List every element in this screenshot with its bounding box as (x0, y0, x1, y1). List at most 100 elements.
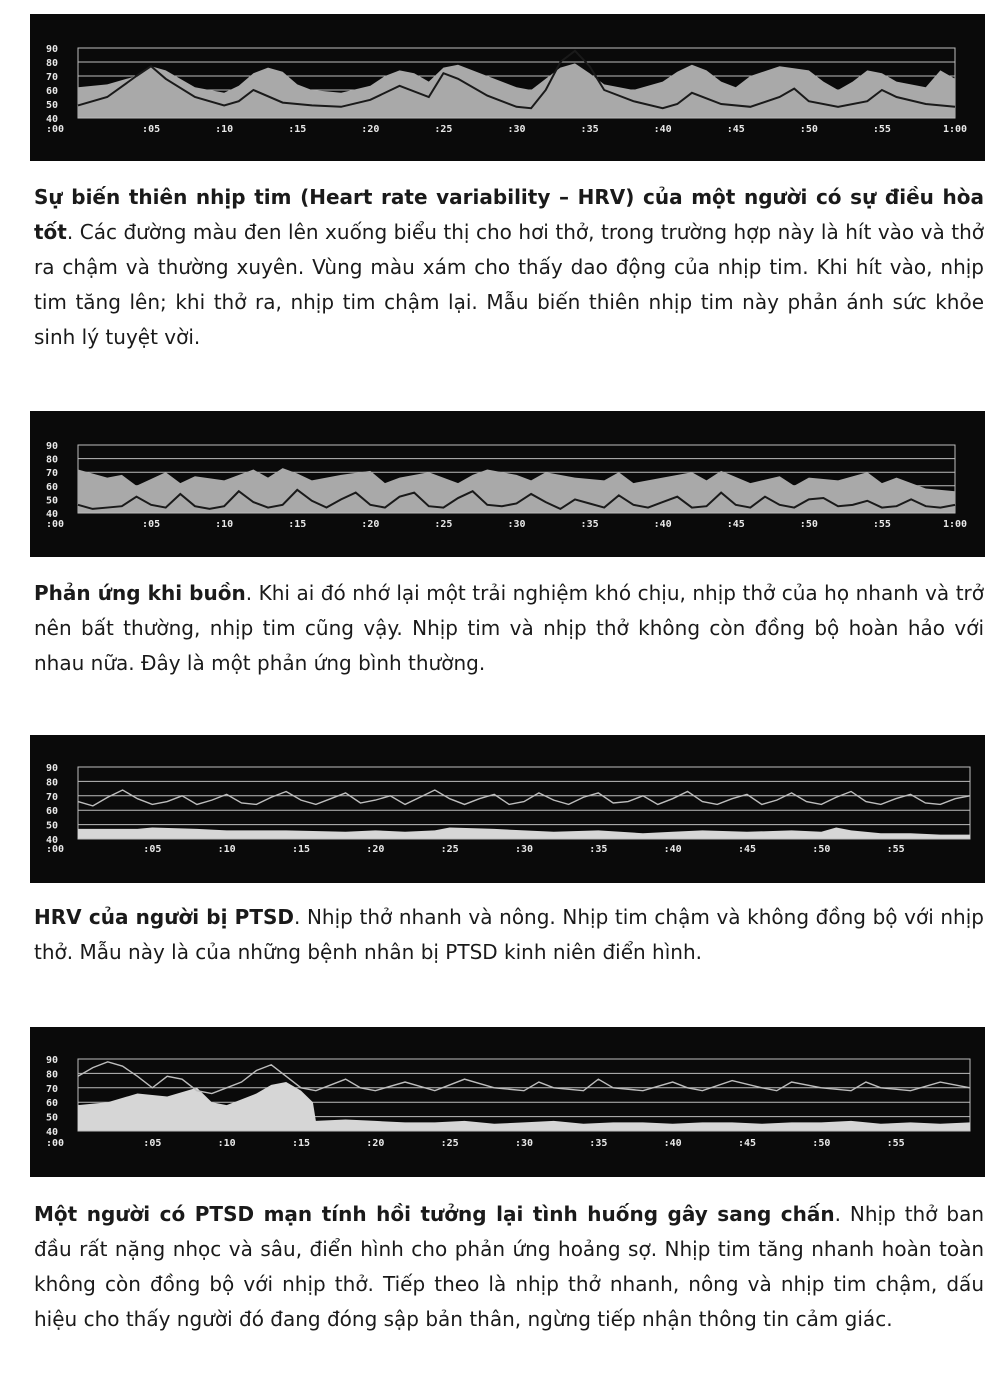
x-tick-label: :10 (215, 519, 233, 530)
x-tick-label: :35 (581, 519, 599, 530)
caption-body: . Nhịp thở nhanh và nông. Nhịp tim chậm … (34, 905, 984, 964)
chart-svg: 90 80 70 60 50 40:00 :05 :10 :15 :20 :25 :30 :35 :40:… (46, 441, 967, 530)
x-tick-label: :40 (664, 844, 682, 855)
x-tick-label: :00 (46, 519, 64, 530)
x-tick-label: :20 (366, 844, 384, 855)
breath-line (77, 49, 956, 110)
y-tick-label: 80 (46, 777, 58, 788)
x-tick-label: :00 (46, 124, 64, 135)
y-tick-label: 90 (46, 763, 58, 774)
x-tick-label: :15 (292, 1138, 310, 1149)
x-tick-label: :00 (46, 844, 64, 855)
y-tick-label: 90 (46, 44, 58, 55)
heart-rate-area (78, 468, 955, 513)
x-tick-label: :15 (292, 844, 310, 855)
x-tick-label: :30 (507, 124, 525, 135)
y-tick-label: 70 (46, 72, 58, 83)
y-tick-label: 80 (46, 455, 58, 466)
y-tick-label: 60 (46, 806, 58, 817)
x-tick-label: :45 (738, 1138, 756, 1149)
caption-title: Sự biến thiên nhịp tim (Heart rate varia… (34, 185, 984, 244)
y-tick-label: 50 (46, 1113, 58, 1124)
x-tick-label: :30 (515, 844, 533, 855)
x-tick-label: 1:00 (943, 519, 967, 530)
caption-body: . Các đường màu đen lên xuống biểu thị c… (34, 220, 984, 349)
x-tick-label: :10 (215, 124, 233, 135)
caption-title: Một người có PTSD mạn tính hồi tưởng lại… (34, 1202, 835, 1226)
heart-rate-area (78, 1082, 970, 1131)
caption-body: . Nhịp thở ban đầu rất nặng nhọc và sâu,… (34, 1202, 984, 1331)
x-tick-label: :50 (800, 124, 818, 135)
x-tick-label: :40 (664, 1138, 682, 1149)
x-tick-label: :00 (46, 1138, 64, 1149)
x-tick-label: :20 (361, 519, 379, 530)
hrv-chart-ptsd: 90 80 70 60 50 40:00 :05 :10 :15 :20 :25 :30 :35 :40:… (30, 735, 985, 883)
x-tick-label: :55 (887, 844, 905, 855)
x-tick-label: :55 (887, 1138, 905, 1149)
x-tick-label: :05 (142, 519, 160, 530)
hrv-chart-ptsd-flashback: 90 80 70 60 50 40:00 :05 :10 :15 :20 :25 :30 :35 :40:… (30, 1027, 985, 1177)
caption-title: Phản ứng khi buồn (34, 581, 246, 605)
y-tick-label: 50 (46, 821, 58, 832)
x-tick-label: :25 (441, 844, 459, 855)
chart-svg: 90 80 70 60 50 40:00 :05 :10 :15 :20 :25 :30 :35 :40:… (46, 763, 971, 855)
x-tick-label: :25 (434, 519, 452, 530)
y-tick-label: 70 (46, 1084, 58, 1095)
y-tick-label: 70 (46, 792, 58, 803)
x-tick-label: :50 (812, 1138, 830, 1149)
caption-sad: Phản ứng khi buồn. Khi ai đó nhớ lại một… (34, 576, 984, 681)
x-tick-label: :05 (143, 844, 161, 855)
caption-regulated: Sự biến thiên nhịp tim (Heart rate varia… (34, 180, 984, 355)
y-tick-label: 60 (46, 482, 58, 493)
x-tick-label: :15 (288, 519, 306, 530)
hrv-chart-regulated: 90 80 70 60 50 40:00 :05 :10 :15 :20 :25 :30 :35 :40:… (30, 14, 985, 161)
x-tick-label: :10 (218, 844, 236, 855)
x-tick-label: :20 (366, 1138, 384, 1149)
breath-line (77, 488, 956, 511)
y-tick-label: 80 (46, 1069, 58, 1080)
x-tick-label: :25 (441, 1138, 459, 1149)
y-tick-label: 90 (46, 1055, 58, 1066)
y-tick-label: 50 (46, 100, 58, 111)
x-tick-label: :20 (361, 124, 379, 135)
y-tick-label: 70 (46, 468, 58, 479)
x-tick-label: :15 (288, 124, 306, 135)
y-tick-label: 60 (46, 86, 58, 97)
x-tick-label: :45 (738, 844, 756, 855)
x-tick-label: :50 (812, 844, 830, 855)
x-tick-label: :30 (515, 1138, 533, 1149)
x-tick-label: :35 (589, 1138, 607, 1149)
x-tick-label: :40 (654, 124, 672, 135)
y-tick-label: 40 (46, 835, 58, 846)
x-tick-label: :35 (589, 844, 607, 855)
y-tick-label: 40 (46, 114, 58, 125)
x-tick-label: :25 (434, 124, 452, 135)
caption-body: . Khi ai đó nhớ lại một trải nghiệm khó … (34, 581, 984, 675)
caption-ptsd-flashback: Một người có PTSD mạn tính hồi tưởng lại… (34, 1197, 984, 1337)
x-tick-label: :10 (218, 1138, 236, 1149)
heart-rate-area (78, 827, 970, 839)
chart-svg: 90 80 70 60 50 40:00 :05 :10 :15 :20 :25 :30 :35 :40:… (46, 44, 967, 135)
x-tick-label: :05 (143, 1138, 161, 1149)
x-tick-label: :55 (873, 124, 891, 135)
y-tick-label: 40 (46, 509, 58, 520)
x-tick-label: :35 (581, 124, 599, 135)
x-tick-label: :40 (654, 519, 672, 530)
x-tick-label: :45 (727, 519, 745, 530)
x-tick-label: :45 (727, 124, 745, 135)
y-tick-label: 90 (46, 441, 58, 452)
y-tick-label: 80 (46, 58, 58, 69)
y-tick-label: 60 (46, 1098, 58, 1109)
x-tick-label: :55 (873, 519, 891, 530)
x-tick-label: :50 (800, 519, 818, 530)
chart-svg: 90 80 70 60 50 40:00 :05 :10 :15 :20 :25 :30 :35 :40:… (46, 1055, 971, 1149)
breath-line (77, 1061, 971, 1095)
y-tick-label: 40 (46, 1127, 58, 1138)
breath-line (77, 789, 971, 807)
y-tick-label: 50 (46, 495, 58, 506)
caption-title: HRV của người bị PTSD (34, 905, 294, 929)
caption-ptsd: HRV của người bị PTSD. Nhịp thở nhanh và… (34, 900, 984, 970)
x-tick-label: :05 (142, 124, 160, 135)
x-tick-label: :30 (507, 519, 525, 530)
heart-rate-area (78, 63, 955, 118)
